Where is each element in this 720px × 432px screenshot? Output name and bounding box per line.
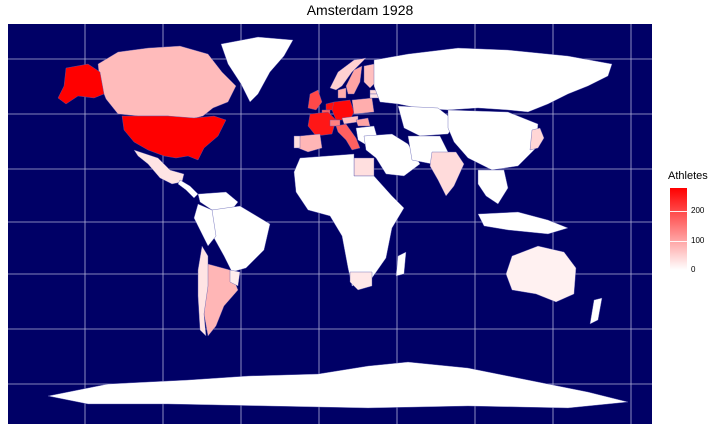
region-alaska (57, 63, 105, 105)
region-turkey-middle-east (363, 133, 421, 177)
region-australia (505, 245, 577, 303)
legend-tick-label: 0 (691, 265, 696, 274)
legend-tick-label: 100 (691, 235, 705, 245)
region-madagascar (395, 251, 407, 277)
region-italy (335, 123, 361, 151)
legend-title: Athletes (668, 170, 708, 182)
region-southeast-asia (477, 169, 509, 205)
legend-tick-mark (670, 211, 687, 213)
legend-colorbar (670, 188, 687, 270)
region-united-states (121, 115, 227, 161)
legend-tick-mark (670, 270, 687, 271)
region-china-mongolia (447, 109, 539, 171)
region-united-kingdom (307, 89, 323, 111)
legend-tick-mark (670, 240, 687, 242)
landmasses (47, 36, 629, 409)
region-greenland (220, 36, 294, 103)
world-map (8, 24, 652, 424)
region-hungary (355, 117, 371, 127)
region-denmark (337, 87, 347, 99)
region-norway (329, 57, 367, 91)
region-antarctica (47, 361, 629, 409)
region-switzerland (329, 119, 341, 127)
region-indonesia (477, 211, 569, 235)
map-title: Amsterdam 1928 (306, 2, 414, 18)
region-india (429, 151, 465, 197)
region-central-america (177, 179, 199, 199)
region-kazakhstan-central-asia (397, 105, 457, 137)
region-chile (197, 245, 209, 337)
region-canada (97, 45, 237, 121)
region-egypt (353, 157, 375, 177)
region-mexico (133, 149, 185, 185)
region-peru-bolivia (193, 203, 217, 247)
region-sweden (345, 65, 363, 95)
region-poland (351, 97, 375, 115)
region-russia (373, 47, 613, 113)
region-south-africa (349, 271, 373, 291)
region-portugal (293, 135, 301, 149)
region-new-zealand (589, 297, 603, 325)
region-france (307, 111, 337, 137)
region-uruguay (229, 269, 241, 287)
legend-tick-label: 200 (691, 206, 705, 216)
region-japan (529, 127, 545, 151)
